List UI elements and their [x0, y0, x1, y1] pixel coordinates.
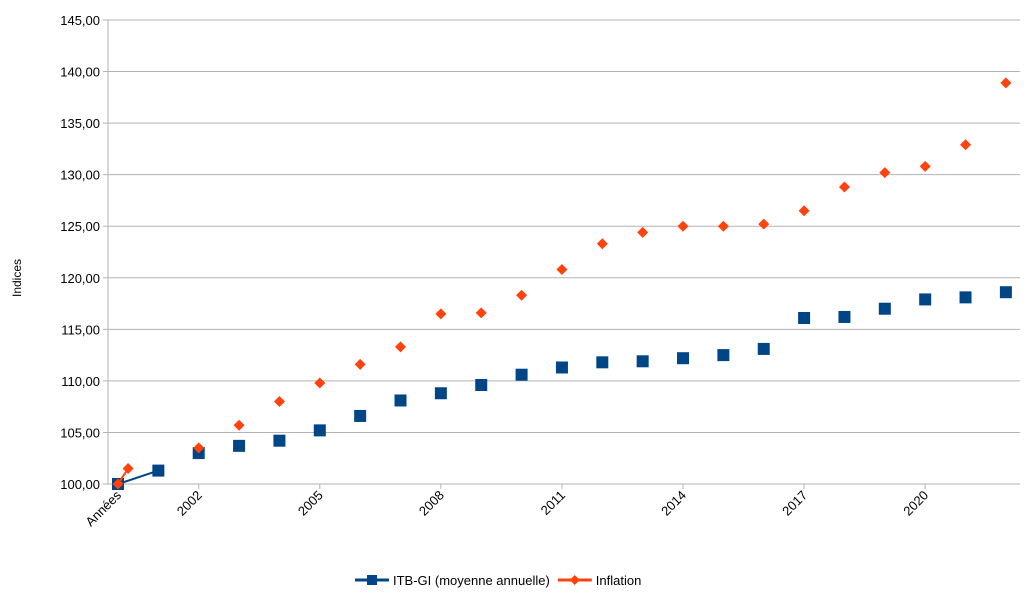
y-tick-label: 105,00	[60, 425, 100, 440]
x-tick-label: 2014	[658, 488, 689, 519]
legend-square-marker	[367, 575, 377, 585]
x-axis-ticks: Années 2002 2005 2008 2011 2014 2017 2020	[82, 484, 931, 529]
inflation-point	[233, 419, 245, 431]
grid-lines	[108, 19, 1020, 485]
axes	[107, 20, 1020, 485]
itb-gi-point	[959, 291, 972, 304]
inflation-point	[838, 181, 850, 193]
inflation-point	[273, 396, 285, 408]
inflation-point	[354, 358, 366, 370]
itb-gi-point	[919, 293, 932, 306]
y-tick-label: 145,00	[60, 13, 100, 28]
y-axis-ticks: 100,00 105,00 110,00 115,00 120,00 125,00 130,…	[60, 13, 108, 492]
legend-item: ITB-GI (moyenne annuelle)	[355, 573, 550, 588]
y-tick-label: 110,00	[61, 374, 100, 389]
itb-gi-point	[394, 394, 407, 407]
itb-gi-point	[273, 434, 286, 447]
inflation-point	[314, 377, 326, 389]
x-tick-label: 2020	[900, 488, 931, 519]
legend-label: Inflation	[596, 573, 642, 588]
x-tick-label: 2008	[416, 488, 447, 519]
y-axis-label: Indices	[10, 259, 24, 297]
inflation-point	[960, 139, 972, 151]
itb-gi-point	[999, 286, 1012, 299]
inflation-point	[596, 238, 608, 250]
inflation-point	[395, 341, 407, 353]
itb-gi-point	[878, 302, 891, 315]
y-tick-label: 125,00	[60, 219, 100, 234]
x-tick-label: Années	[82, 487, 124, 529]
x-tick-label: 2017	[779, 488, 810, 519]
itb-gi-point	[798, 311, 811, 324]
legend-diamond-marker	[569, 575, 580, 585]
itb-gi-point	[636, 355, 649, 368]
inflation-point	[556, 264, 568, 276]
itb-gi-point	[313, 424, 326, 437]
itb-gi-point	[515, 368, 528, 381]
y-tick-label: 135,00	[60, 116, 100, 131]
itb-gi-point	[354, 409, 367, 422]
legend-label: ITB-GI (moyenne annuelle)	[393, 573, 550, 588]
inflation-point	[1000, 77, 1012, 89]
y-tick-label: 100,00	[60, 477, 100, 492]
inflation-point	[637, 226, 649, 238]
inflation-point	[122, 463, 134, 475]
itb-gi-point	[717, 349, 730, 362]
inflation-point	[112, 478, 124, 490]
itb-gi-point	[838, 310, 851, 323]
itb-gi-point	[757, 342, 770, 355]
inflation-point	[919, 160, 931, 172]
inflation-point	[798, 205, 810, 217]
x-tick-label: 2002	[174, 488, 205, 519]
x-tick-label: 2005	[295, 488, 326, 519]
legend: ITB-GI (moyenne annuelle) Inflation	[355, 573, 641, 588]
legend-item: Inflation	[557, 573, 642, 588]
inflation-point	[435, 308, 447, 320]
itb-gi-point	[596, 356, 609, 369]
inflation-point	[758, 218, 770, 230]
itb-gi-point	[677, 352, 690, 365]
data-marks	[112, 77, 1012, 490]
y-tick-label: 115,00	[61, 322, 100, 337]
x-tick-label: 2011	[538, 488, 568, 518]
itb-gi-point	[555, 361, 568, 374]
series-segment	[117, 469, 159, 485]
itb-gi-point	[475, 379, 488, 392]
y-tick-label: 140,00	[60, 65, 100, 80]
inflation-point	[717, 220, 729, 232]
y-tick-label: 130,00	[60, 168, 100, 183]
inflation-point	[516, 289, 528, 301]
inflation-point	[879, 167, 891, 179]
y-tick-label: 120,00	[60, 271, 100, 286]
itb-gi-point	[434, 387, 447, 400]
itb-gi-point	[152, 464, 165, 477]
itb-gi-point	[233, 439, 246, 452]
inflation-point	[193, 442, 205, 454]
inflation-point	[677, 220, 689, 232]
inflation-point	[475, 307, 487, 319]
